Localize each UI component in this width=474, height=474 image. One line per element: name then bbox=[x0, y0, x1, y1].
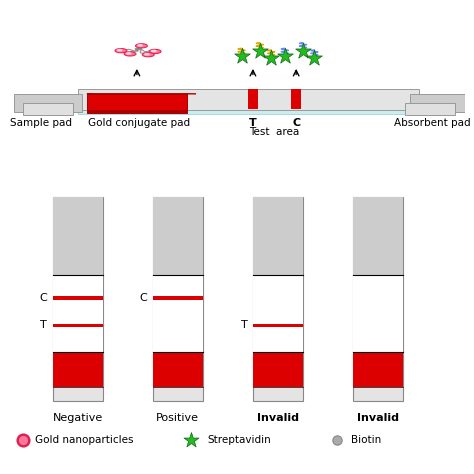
Text: Biotin: Biotin bbox=[351, 435, 381, 445]
Point bbox=[299, 47, 307, 55]
Bar bbox=[253, 197, 303, 275]
Bar bbox=[405, 103, 456, 115]
Bar bbox=[353, 197, 403, 275]
Circle shape bbox=[138, 45, 142, 46]
Bar bbox=[253, 352, 303, 387]
Circle shape bbox=[142, 53, 154, 57]
Text: Gold conjugate pad: Gold conjugate pad bbox=[88, 118, 190, 128]
Bar bbox=[78, 89, 419, 109]
Text: Sample pad: Sample pad bbox=[10, 118, 73, 128]
Circle shape bbox=[145, 54, 149, 55]
Bar bbox=[87, 94, 187, 109]
Text: Streptavidin: Streptavidin bbox=[208, 435, 271, 445]
Circle shape bbox=[118, 49, 122, 51]
Text: Gold nanoparticles: Gold nanoparticles bbox=[35, 435, 133, 445]
Text: Positive: Positive bbox=[156, 413, 200, 423]
Bar bbox=[153, 296, 203, 300]
Text: Absorbent pad: Absorbent pad bbox=[394, 118, 471, 128]
Bar bbox=[53, 296, 103, 300]
Bar bbox=[253, 275, 303, 352]
Bar bbox=[53, 275, 103, 352]
Text: T: T bbox=[249, 118, 257, 128]
Bar bbox=[248, 90, 258, 109]
Point bbox=[310, 54, 318, 62]
Text: C: C bbox=[39, 293, 47, 303]
Point bbox=[188, 437, 195, 444]
Text: Negative: Negative bbox=[53, 413, 103, 423]
Circle shape bbox=[127, 53, 131, 54]
Text: Invalid: Invalid bbox=[257, 413, 299, 423]
Bar bbox=[353, 197, 403, 401]
Bar bbox=[253, 324, 303, 327]
Bar bbox=[53, 197, 103, 401]
Circle shape bbox=[115, 48, 127, 53]
Point bbox=[267, 54, 275, 62]
Text: T: T bbox=[40, 320, 47, 330]
Bar bbox=[353, 352, 403, 387]
Bar bbox=[78, 109, 419, 114]
Bar bbox=[53, 352, 103, 387]
Point bbox=[281, 53, 289, 60]
Bar bbox=[153, 275, 203, 352]
Text: Test  area: Test area bbox=[249, 127, 300, 137]
Circle shape bbox=[149, 49, 161, 54]
Point bbox=[256, 47, 264, 55]
Bar bbox=[87, 94, 187, 113]
Bar bbox=[53, 197, 103, 275]
Text: C: C bbox=[140, 293, 147, 303]
Bar bbox=[410, 94, 474, 112]
Point bbox=[19, 437, 27, 444]
Point bbox=[333, 437, 341, 444]
Bar bbox=[53, 324, 103, 327]
Circle shape bbox=[136, 44, 147, 48]
Text: C: C bbox=[292, 118, 300, 128]
Text: Invalid: Invalid bbox=[357, 413, 399, 423]
Circle shape bbox=[124, 52, 136, 56]
Bar bbox=[14, 94, 82, 112]
Bar bbox=[353, 275, 403, 352]
Bar bbox=[153, 197, 203, 275]
Bar bbox=[153, 197, 203, 401]
Bar bbox=[153, 352, 203, 387]
Bar bbox=[23, 103, 73, 115]
Point bbox=[238, 53, 246, 60]
Text: T: T bbox=[241, 320, 247, 330]
Bar bbox=[253, 197, 303, 401]
Bar bbox=[291, 90, 301, 109]
Circle shape bbox=[152, 50, 156, 52]
